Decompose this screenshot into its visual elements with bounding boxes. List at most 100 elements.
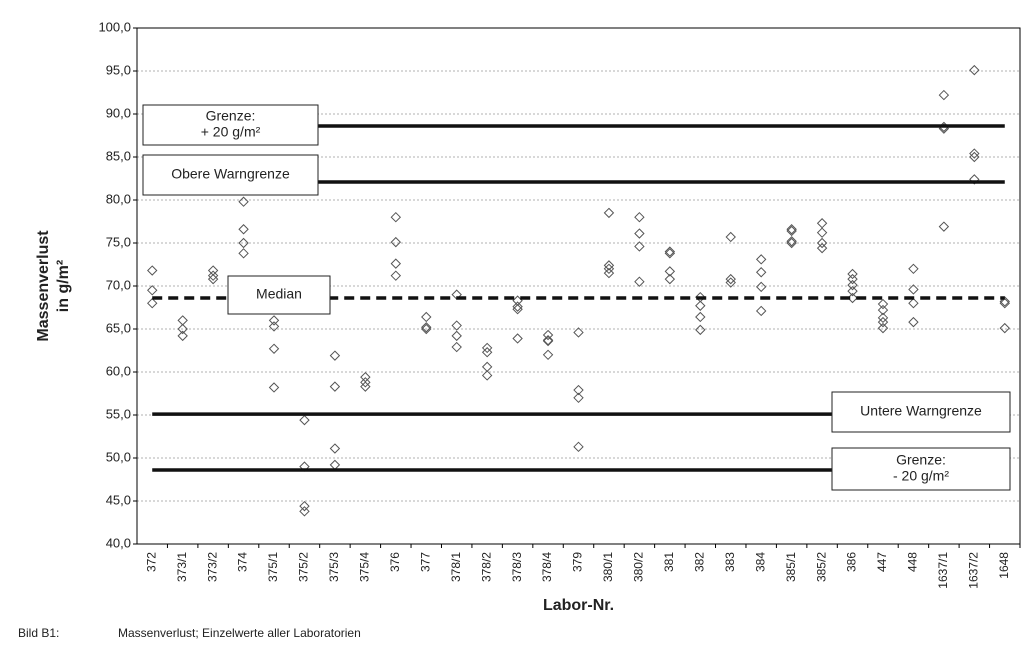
- data-point: [573, 384, 584, 396]
- x-tick-label: 373/1: [175, 552, 189, 582]
- reference-label-box: [142, 154, 319, 196]
- data-point: [999, 322, 1010, 334]
- data-point: [451, 330, 462, 342]
- reference-label-box: [831, 447, 1011, 491]
- caption-label: Bild B1:: [18, 626, 59, 640]
- data-point: [664, 248, 676, 259]
- data-point: [481, 342, 493, 354]
- data-point: [969, 148, 980, 159]
- x-tick-label: 1637/2: [966, 552, 980, 589]
- data-point: [755, 281, 767, 293]
- data-point: [147, 265, 158, 276]
- data-point: [877, 322, 889, 334]
- data-point: [390, 258, 402, 269]
- x-tick-label: 372: [144, 552, 158, 572]
- data-point: [603, 263, 615, 275]
- x-tick-label: 380/2: [632, 552, 646, 582]
- y-tick-label: 95,0: [106, 62, 131, 77]
- data-point: [695, 311, 706, 323]
- data-point: [664, 273, 676, 285]
- x-tick-label: 381: [662, 552, 676, 572]
- data-point: [969, 64, 980, 76]
- data-point: [268, 343, 280, 354]
- data-point: [877, 316, 889, 328]
- reference-label: + 20 g/m²: [201, 124, 261, 140]
- data-point: [512, 304, 523, 315]
- data-point: [238, 248, 249, 259]
- data-point: [847, 285, 858, 297]
- reference-label: Obere Warngrenze: [171, 166, 290, 182]
- x-tick-label: 383: [723, 552, 737, 572]
- data-point: [664, 246, 676, 257]
- data-point: [786, 225, 797, 237]
- data-point: [329, 350, 341, 361]
- y-tick-label: 85,0: [106, 148, 131, 163]
- data-point: [360, 377, 371, 388]
- x-tick-label: 385/1: [784, 552, 798, 582]
- data-point: [847, 279, 858, 291]
- data-point: [938, 221, 950, 232]
- data-point: [542, 334, 554, 346]
- reference-label-box: [227, 275, 331, 315]
- data-point: [908, 297, 919, 309]
- data-point: [268, 315, 280, 326]
- data-point: [603, 267, 615, 279]
- reference-label: Grenze:: [206, 108, 256, 124]
- x-axis-title: Labor-Nr.: [543, 597, 614, 614]
- data-point: [664, 266, 676, 277]
- data-point: [755, 305, 767, 317]
- y-tick-label: 75,0: [106, 234, 131, 249]
- x-tick-label: 448: [906, 552, 920, 572]
- data-point: [908, 284, 919, 295]
- data-point: [421, 311, 432, 323]
- x-tick-label: 386: [845, 552, 859, 572]
- data-point: [329, 459, 341, 471]
- data-point: [725, 273, 736, 285]
- x-tick-label: 378/3: [510, 552, 524, 582]
- y-tick-label: 80,0: [106, 191, 131, 206]
- y-axis-title: Massenverlust: [35, 230, 52, 342]
- data-point: [786, 237, 797, 249]
- x-tick-label: 378/2: [479, 552, 493, 582]
- data-point: [573, 327, 584, 338]
- data-point: [999, 297, 1010, 309]
- x-tick-label: 384: [753, 552, 767, 572]
- data-point: [177, 323, 188, 335]
- y-tick-label: 55,0: [106, 406, 131, 421]
- data-point: [177, 315, 188, 326]
- y-tick-label: 65,0: [106, 320, 131, 335]
- data-point: [268, 321, 280, 332]
- data-point: [725, 231, 736, 243]
- data-point: [238, 196, 249, 207]
- y-axis-title: in g/m²: [55, 260, 72, 312]
- data-point: [329, 443, 341, 454]
- reference-label: - 20 g/m²: [893, 468, 949, 484]
- data-point: [542, 335, 554, 347]
- x-tick-label: 378/1: [449, 552, 463, 582]
- data-point: [299, 500, 310, 512]
- data-point: [207, 270, 219, 281]
- data-point: [421, 322, 432, 333]
- data-point: [390, 270, 402, 281]
- x-tick-label: 375/1: [266, 552, 280, 582]
- data-point: [147, 285, 158, 296]
- data-point: [329, 381, 341, 392]
- data-point: [634, 276, 645, 287]
- data-point: [542, 349, 554, 361]
- data-point: [634, 228, 645, 239]
- reference-label: Grenze:: [896, 452, 946, 468]
- data-point: [847, 273, 858, 285]
- data-point: [786, 236, 797, 247]
- data-point: [360, 381, 371, 392]
- data-point: [238, 237, 249, 249]
- data-point: [512, 333, 523, 344]
- data-point: [999, 296, 1010, 307]
- data-point: [695, 324, 706, 336]
- data-point: [908, 263, 919, 275]
- x-tick-label: 374: [236, 552, 250, 572]
- x-tick-label: 376: [388, 552, 402, 572]
- y-tick-label: 70,0: [106, 277, 131, 292]
- y-tick-label: 50,0: [106, 449, 131, 464]
- data-point: [481, 370, 493, 381]
- data-point: [177, 330, 188, 342]
